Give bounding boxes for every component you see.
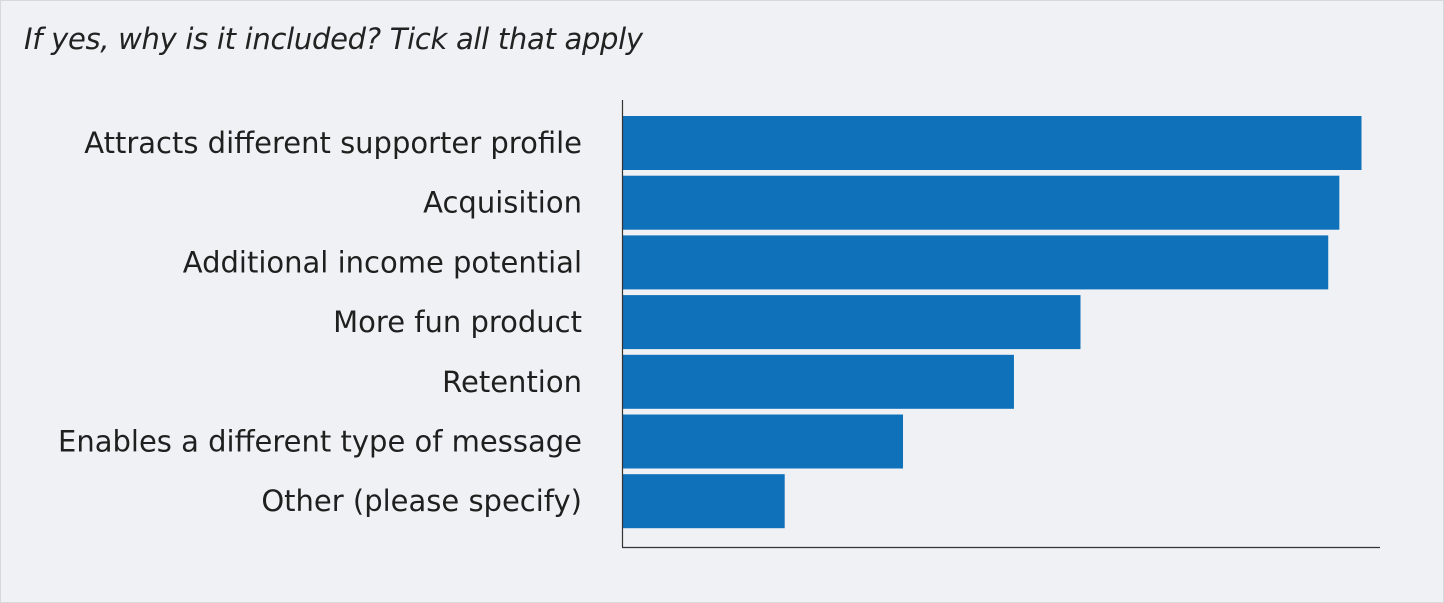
category-label-2: Acquisition <box>423 186 582 220</box>
bar-4 <box>623 295 1081 350</box>
category-label-4: More fun product <box>333 305 582 339</box>
bar-7 <box>623 474 785 529</box>
category-label-7: Other (please specify) <box>261 484 582 518</box>
bar-5 <box>623 354 1014 409</box>
category-label-3: Additional income potential <box>183 245 582 279</box>
bar-6 <box>623 414 904 469</box>
category-label-6: Enables a different type of message <box>58 425 582 459</box>
category-label-1: Attracts different supporter profile <box>84 126 582 160</box>
category-label-5: Retention <box>442 365 582 399</box>
bar-2 <box>623 175 1340 230</box>
question-title: If yes, why is it included? Tick all tha… <box>24 22 643 56</box>
bar-1 <box>623 116 1362 170</box>
bar-3 <box>623 235 1329 290</box>
